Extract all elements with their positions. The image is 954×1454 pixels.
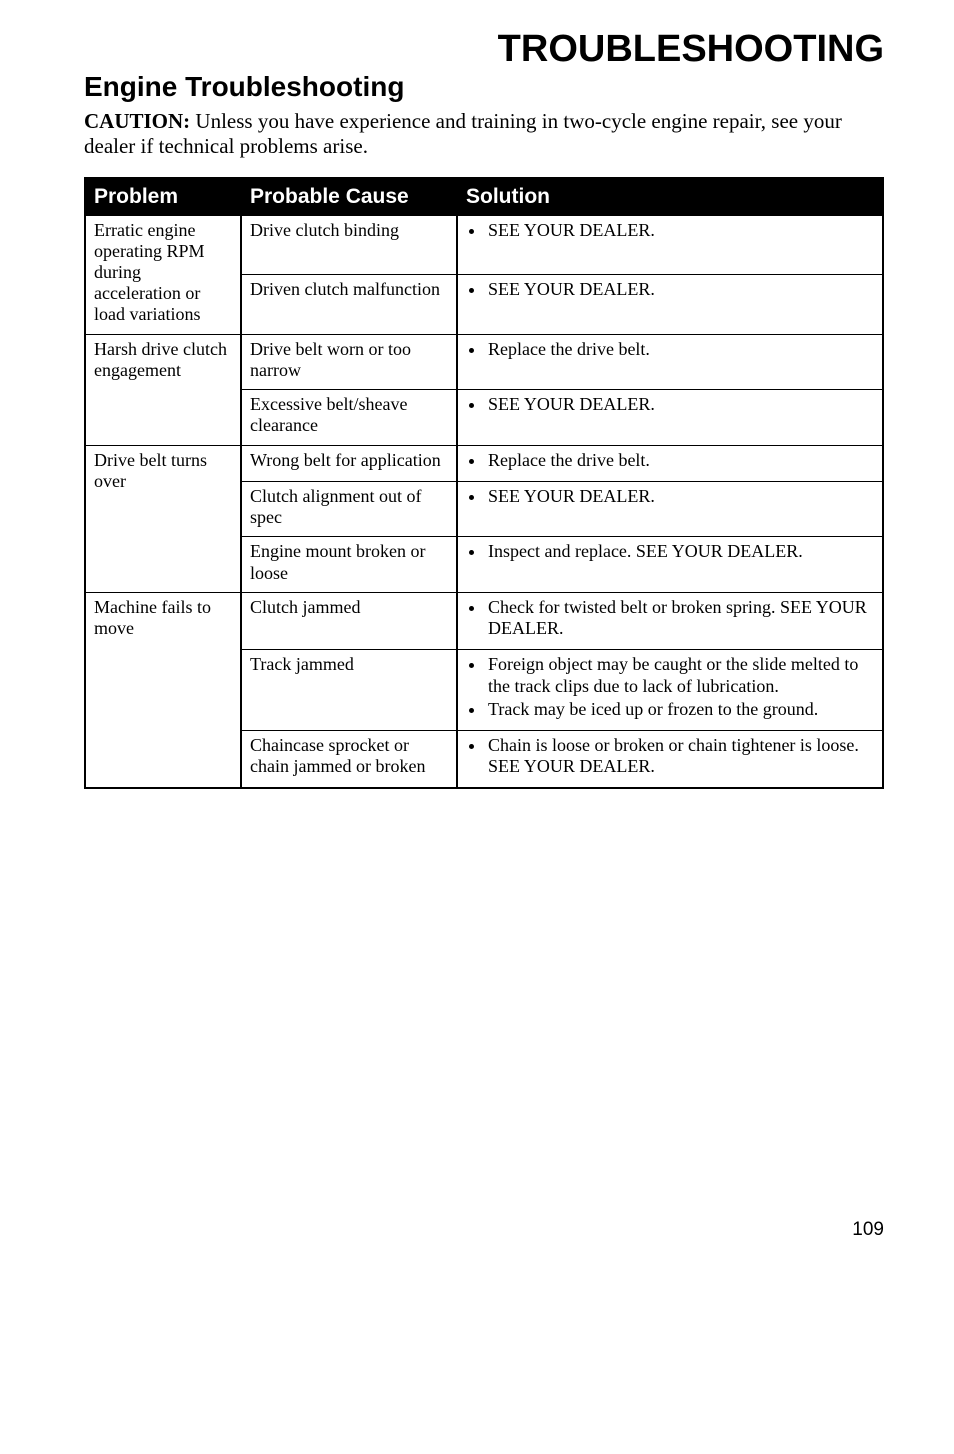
- solution-item: Check for twisted belt or broken spring.…: [486, 597, 874, 639]
- cell-cause: Engine mount broken or loose: [241, 537, 457, 592]
- caution-body: Unless you have experience and training …: [84, 109, 842, 158]
- solution-item: SEE YOUR DEALER.: [486, 220, 874, 241]
- cell-solution: Inspect and replace. SEE YOUR DEALER.: [457, 537, 883, 592]
- cell-solution: Chain is loose or broken or chain tighte…: [457, 730, 883, 788]
- page-number: 109: [84, 1219, 884, 1261]
- solution-item: Track may be iced up or frozen to the gr…: [486, 699, 874, 720]
- section-title: Engine Troubleshooting: [84, 71, 884, 103]
- caution-paragraph: CAUTION: Unless you have experience and …: [84, 109, 884, 159]
- cell-cause: Driven clutch malfunction: [241, 275, 457, 335]
- cell-cause: Chaincase sprocket or chain jammed or br…: [241, 730, 457, 788]
- cell-cause: Drive belt worn or too narrow: [241, 334, 457, 389]
- cell-cause: Track jammed: [241, 650, 457, 731]
- cell-problem: Drive belt turns over: [85, 445, 241, 592]
- table-row: Drive belt turns over Wrong belt for app…: [85, 445, 883, 481]
- cell-cause: Excessive belt/sheave clearance: [241, 390, 457, 445]
- cell-cause: Drive clutch binding: [241, 215, 457, 275]
- table-row: Harsh drive clutch engagement Drive belt…: [85, 334, 883, 389]
- table-row: Machine fails to move Clutch jammed Chec…: [85, 592, 883, 649]
- solution-item: Replace the drive belt.: [486, 339, 874, 360]
- header-problem: Problem: [85, 178, 241, 216]
- cell-solution: Replace the drive belt.: [457, 445, 883, 481]
- header-solution: Solution: [457, 178, 883, 216]
- cell-cause: Wrong belt for application: [241, 445, 457, 481]
- cell-problem: Machine fails to move: [85, 592, 241, 788]
- cell-problem: Erratic engine operating RPM during acce…: [85, 215, 241, 334]
- troubleshooting-table: Problem Probable Cause Solution Erratic …: [84, 177, 884, 790]
- cell-solution: SEE YOUR DEALER.: [457, 390, 883, 445]
- caution-lead: CAUTION:: [84, 109, 190, 133]
- cell-solution: SEE YOUR DEALER.: [457, 481, 883, 536]
- cell-solution: SEE YOUR DEALER.: [457, 275, 883, 335]
- solution-item: Inspect and replace. SEE YOUR DEALER.: [486, 541, 874, 562]
- cell-solution: Replace the drive belt.: [457, 334, 883, 389]
- cell-solution: Check for twisted belt or broken spring.…: [457, 592, 883, 649]
- cell-cause: Clutch jammed: [241, 592, 457, 649]
- cell-problem: Harsh drive clutch engagement: [85, 334, 241, 445]
- solution-item: Chain is loose or broken or chain tighte…: [486, 735, 874, 777]
- page-title: TROUBLESHOOTING: [84, 28, 884, 71]
- solution-item: SEE YOUR DEALER.: [486, 394, 874, 415]
- solution-item: Replace the drive belt.: [486, 450, 874, 471]
- solution-item: SEE YOUR DEALER.: [486, 279, 874, 300]
- solution-item: Foreign object may be caught or the slid…: [486, 654, 874, 696]
- table-header-row: Problem Probable Cause Solution: [85, 178, 883, 216]
- table-row: Erratic engine operating RPM during acce…: [85, 215, 883, 275]
- cell-solution: Foreign object may be caught or the slid…: [457, 650, 883, 731]
- cell-cause: Clutch alignment out of spec: [241, 481, 457, 536]
- cell-solution: SEE YOUR DEALER.: [457, 215, 883, 275]
- solution-item: SEE YOUR DEALER.: [486, 486, 874, 507]
- header-cause: Probable Cause: [241, 178, 457, 216]
